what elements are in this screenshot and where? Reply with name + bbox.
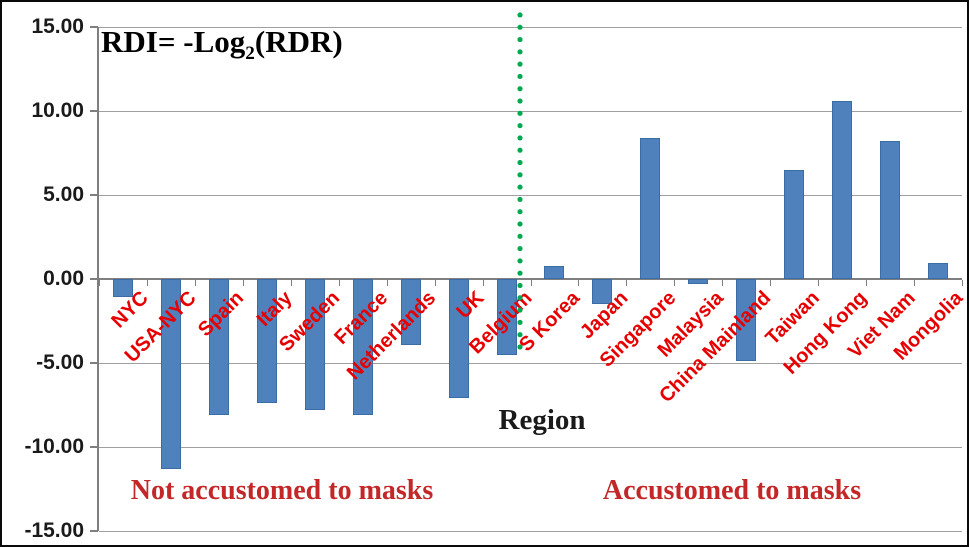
bar-uk [448, 279, 469, 399]
x-axis-tick [962, 280, 963, 286]
bar-mongolia [928, 263, 949, 279]
y-axis-label: 15.00 [31, 15, 84, 38]
bar-hong-kong [832, 100, 853, 279]
y-axis-label: -15.00 [24, 519, 84, 542]
bar-usa-nyc [160, 279, 181, 469]
y-axis-label: 5.00 [43, 183, 84, 206]
x-axis-tick [626, 280, 628, 286]
x-axis-tick [674, 280, 676, 286]
bar-s-korea [544, 265, 565, 279]
chart-title-suffix: (RDR) [254, 24, 343, 59]
y-axis-tick [90, 446, 98, 448]
bar-sweden [304, 279, 325, 411]
y-axis-tick [90, 26, 98, 28]
x-axis-tick [146, 280, 148, 286]
x-axis-tick [99, 280, 100, 286]
bar-taiwan [784, 169, 805, 279]
bar-belgium [496, 279, 517, 355]
chart-title-subscript: 2 [245, 43, 255, 65]
x-axis-tick [290, 280, 292, 286]
x-axis-tick [914, 280, 916, 286]
x-axis-tick [482, 280, 484, 286]
chart-title-text: RDI= -Log [101, 24, 246, 59]
x-axis-tick [722, 280, 724, 286]
bar-japan [592, 279, 613, 305]
gridline [99, 363, 962, 364]
y-axis-tick [90, 278, 98, 280]
plot-area: NYC USA-NYC Spain Italy Sweden France Netherla… [90, 26, 967, 532]
gridline [99, 111, 962, 112]
bar-netherlands [400, 279, 421, 345]
x-axis-tick [530, 280, 532, 286]
x-axis-tick [242, 280, 244, 286]
x-axis-tick [338, 280, 340, 286]
chart-title: RDI= -Log2(RDR) [101, 24, 343, 63]
y-axis-label: -5.00 [36, 351, 84, 374]
x-axis-zero-line [99, 278, 962, 280]
annotation-not-accustomed: Not accustomed to masks [130, 475, 434, 506]
bar-italy [256, 279, 277, 404]
y-axis-tick [90, 110, 98, 112]
x-axis-tick [770, 280, 772, 286]
bar-spain [208, 279, 229, 416]
x-axis-tick [194, 280, 196, 286]
x-axis-tick [386, 280, 388, 286]
bar-viet-nam [880, 141, 901, 279]
bar-france [352, 279, 373, 416]
bar-nyc [112, 279, 133, 298]
x-axis-tick [578, 280, 580, 286]
gridline [99, 195, 962, 196]
annotation-accustomed: Accustomed to masks [602, 475, 862, 506]
group-separator-dotted-line [517, 12, 523, 354]
bar-singapore [640, 137, 661, 279]
y-axis-label: 0.00 [43, 267, 84, 290]
x-axis-title: Region [498, 404, 586, 436]
y-axis-label: -10.00 [24, 435, 84, 458]
gridline [99, 27, 962, 28]
gridline [99, 531, 962, 532]
y-axis-tick [90, 362, 98, 364]
x-axis-tick [866, 280, 868, 286]
y-axis-label: 10.00 [31, 99, 84, 122]
bar-malaysia [688, 279, 709, 285]
x-axis-tick [434, 280, 436, 286]
x-axis-tick [818, 280, 820, 286]
y-axis-tick [90, 194, 98, 196]
bar-china-mainland [736, 279, 757, 362]
y-axis-tick [90, 530, 98, 532]
gridline [99, 447, 962, 448]
